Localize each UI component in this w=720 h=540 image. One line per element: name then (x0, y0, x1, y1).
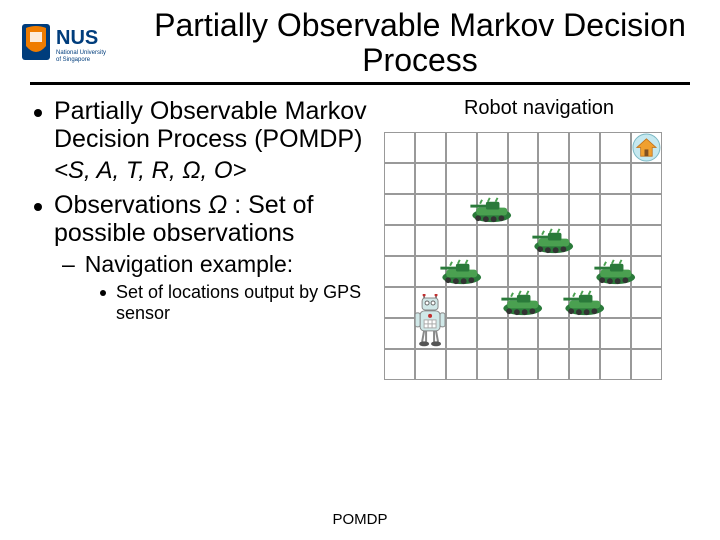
grid-cell (600, 318, 631, 349)
grid-cell (508, 163, 539, 194)
grid-cell (415, 132, 446, 163)
grid-cell (631, 287, 662, 318)
grid-cell (538, 194, 569, 225)
grid-cell (384, 256, 415, 287)
bullet-dot-icon (100, 290, 106, 296)
slide-header: NUS National University of Singapore Par… (0, 0, 720, 80)
grid-cell (631, 132, 662, 163)
grid-cell (600, 256, 631, 287)
grid-cell (538, 225, 569, 256)
grid-cell (384, 194, 415, 225)
grid-cell (415, 225, 446, 256)
grid-cell (538, 132, 569, 163)
dash-icon: – (62, 251, 75, 277)
grid-cell (477, 194, 508, 225)
grid-cell (477, 163, 508, 194)
grid-cell (631, 256, 662, 287)
grid-cell (384, 318, 415, 349)
grid-cell (569, 225, 600, 256)
left-column: Partially Observable Markov Decision Pro… (30, 97, 370, 380)
grid-cell (508, 225, 539, 256)
slide-footer: POMDP (0, 511, 720, 528)
bullet-observations: Observations Ω : Set of possible observa… (30, 191, 370, 247)
grid-cell (384, 349, 415, 380)
grid-cell (600, 225, 631, 256)
grid-cell (446, 163, 477, 194)
grid-cell (446, 318, 477, 349)
navigation-grid (384, 132, 662, 380)
grid-cell (446, 132, 477, 163)
grid-cell (538, 256, 569, 287)
bullet-nav-example: – Navigation example: (30, 251, 370, 277)
grid-cell (569, 349, 600, 380)
grid-cell (508, 256, 539, 287)
grid-cell (415, 256, 446, 287)
grid-cell (477, 132, 508, 163)
grid-cell (508, 318, 539, 349)
bullet-dot-icon (34, 109, 42, 117)
grid-cell (508, 132, 539, 163)
grid-cell (569, 256, 600, 287)
grid-cell (600, 287, 631, 318)
bullet-gps: Set of locations output by GPS sensor (30, 282, 370, 324)
grid-cell (415, 194, 446, 225)
grid-cell (600, 349, 631, 380)
bullet-pomdp: Partially Observable Markov Decision Pro… (30, 97, 370, 153)
grid-cell (384, 287, 415, 318)
grid-cell (538, 318, 569, 349)
bullet-observations-text: Observations Ω : Set of possible observa… (54, 191, 370, 247)
grid-cell (508, 194, 539, 225)
grid-cell (477, 256, 508, 287)
grid-cell (415, 349, 446, 380)
grid-cell (600, 194, 631, 225)
svg-text:of Singapore: of Singapore (56, 57, 91, 63)
grid-cell (508, 349, 539, 380)
grid-cell (477, 318, 508, 349)
grid-cell (446, 256, 477, 287)
bullet-pomdp-text: Partially Observable Markov Decision Pro… (54, 97, 370, 153)
grid-cell (415, 287, 446, 318)
grid-cell (600, 132, 631, 163)
svg-text:NUS: NUS (56, 27, 98, 49)
grid-title: Robot navigation (378, 97, 690, 120)
bullet-nav-example-text: Navigation example: (85, 251, 293, 277)
grid-cell (446, 349, 477, 380)
grid-cell (631, 318, 662, 349)
grid-cell (446, 225, 477, 256)
grid-cell (569, 163, 600, 194)
grid-cell (631, 194, 662, 225)
grid-cell (569, 318, 600, 349)
grid-cell (538, 287, 569, 318)
grid-cell (477, 225, 508, 256)
grid-cell (508, 287, 539, 318)
grid-cell (415, 318, 446, 349)
grid-cell (477, 349, 508, 380)
grid-cell (384, 132, 415, 163)
header-divider (30, 82, 690, 85)
grid-cell (477, 287, 508, 318)
grid-cells (384, 132, 662, 380)
grid-cell (569, 194, 600, 225)
grid-cell (569, 287, 600, 318)
tuple-notation: <S, A, T, R, Ω, O> (30, 157, 370, 185)
slide-title: Partially Observable Markov Decision Pro… (140, 8, 700, 78)
grid-cell (384, 163, 415, 194)
grid-cell (538, 349, 569, 380)
grid-cell (384, 225, 415, 256)
grid-cell (631, 163, 662, 194)
grid-cell (415, 163, 446, 194)
grid-cell (446, 194, 477, 225)
grid-cell (600, 163, 631, 194)
svg-text:National University: National University (56, 50, 106, 56)
bullet-dot-icon (34, 203, 42, 211)
grid-cell (569, 132, 600, 163)
right-column: Robot navigation (378, 97, 690, 380)
grid-cell (631, 349, 662, 380)
nus-logo: NUS National University of Singapore (20, 18, 140, 68)
bullet-gps-text: Set of locations output by GPS sensor (116, 282, 370, 324)
grid-cell (538, 163, 569, 194)
grid-cell (446, 287, 477, 318)
content-area: Partially Observable Markov Decision Pro… (0, 97, 720, 380)
grid-cell (631, 225, 662, 256)
